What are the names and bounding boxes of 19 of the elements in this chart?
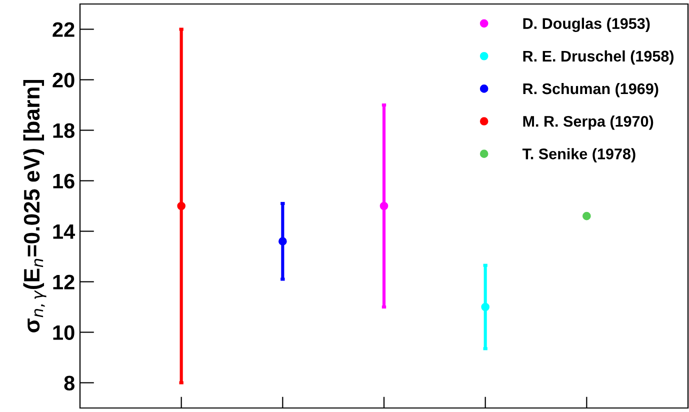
point bbox=[481, 302, 490, 312]
y-axis-title: σ$_{n,γ}$(E$_{n}$=0.025 eV) [barn] bbox=[23, 80, 46, 332]
y-tick-label: 22 bbox=[52, 22, 74, 37]
legend-label: R. Schuman (1969) bbox=[523, 82, 658, 98]
point bbox=[278, 237, 287, 246]
y-tick-label: 12 bbox=[53, 274, 74, 290]
y-tick-label: 14 bbox=[53, 224, 76, 239]
point bbox=[380, 202, 388, 210]
y-tick-label: 10 bbox=[53, 325, 74, 340]
y-tick-label: 20 bbox=[52, 72, 74, 88]
point bbox=[177, 202, 186, 210]
y-tick-label: 16 bbox=[53, 174, 74, 189]
y-tick-label: 18 bbox=[53, 123, 74, 138]
legend-label: M. R. Serpa (1970) bbox=[523, 116, 654, 130]
legend-label: R. E. Druschel (1958) bbox=[523, 50, 674, 65]
legend-label: D. Douglas (1953) bbox=[523, 18, 650, 32]
y-tick-label: 8 bbox=[64, 376, 74, 391]
legend-label: T. Senike (1978) bbox=[522, 148, 636, 162]
point bbox=[582, 212, 591, 220]
